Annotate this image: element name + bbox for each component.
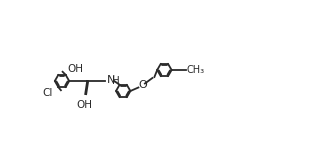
Text: OH: OH: [68, 64, 84, 74]
Text: CH₃: CH₃: [186, 65, 204, 75]
Text: N: N: [107, 75, 115, 85]
Text: Cl: Cl: [42, 88, 52, 98]
Text: O: O: [138, 80, 147, 90]
Text: H: H: [112, 76, 120, 85]
Text: OH: OH: [76, 99, 92, 109]
